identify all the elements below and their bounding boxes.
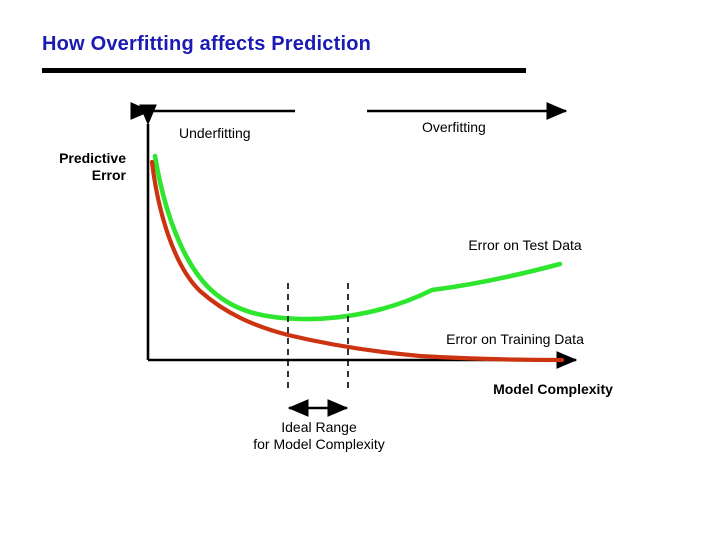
overfitting-region-label: Overfitting xyxy=(422,119,486,135)
x-axis-label: Model Complexity xyxy=(493,381,613,397)
title-underline-rule xyxy=(42,68,526,73)
y-axis-label-line2: Error xyxy=(91,167,126,183)
y-axis-label: Predictive Error xyxy=(0,150,126,184)
page-title: How Overfitting affects Prediction xyxy=(42,33,372,55)
training-error-curve xyxy=(149,159,565,363)
test-error-curve xyxy=(152,153,563,322)
training-curve-label: Error on Training Data xyxy=(446,331,584,347)
ideal-range-caption-line2: for Model Complexity xyxy=(253,436,385,452)
ideal-range-caption-line1: Ideal Range xyxy=(281,419,357,435)
y-axis-label-line1: Predictive xyxy=(59,150,126,166)
underfitting-region-label: Underfitting xyxy=(179,125,251,141)
ideal-range-caption: Ideal Range for Model Complexity xyxy=(218,419,420,453)
test-curve-label: Error on Test Data xyxy=(468,237,582,253)
